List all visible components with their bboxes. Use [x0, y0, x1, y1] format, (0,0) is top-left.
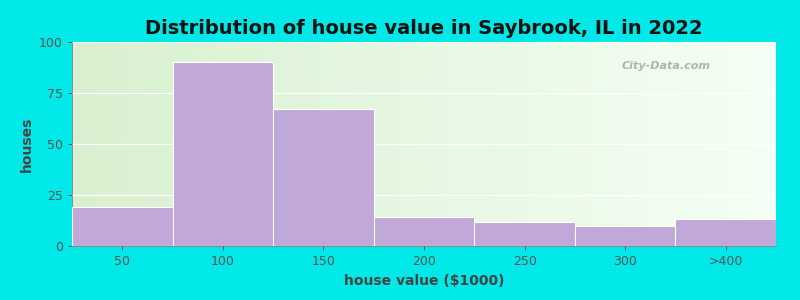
Text: City-Data.com: City-Data.com [621, 61, 710, 71]
X-axis label: house value ($1000): house value ($1000) [344, 274, 504, 288]
Bar [675, 220, 776, 246]
Bar [575, 226, 675, 246]
Bar [72, 207, 173, 246]
Bar [374, 218, 474, 246]
Bar [173, 62, 273, 246]
Y-axis label: houses: houses [19, 116, 34, 172]
Bar [273, 109, 374, 246]
Bar [474, 221, 575, 246]
Title: Distribution of house value in Saybrook, IL in 2022: Distribution of house value in Saybrook,… [145, 19, 703, 38]
